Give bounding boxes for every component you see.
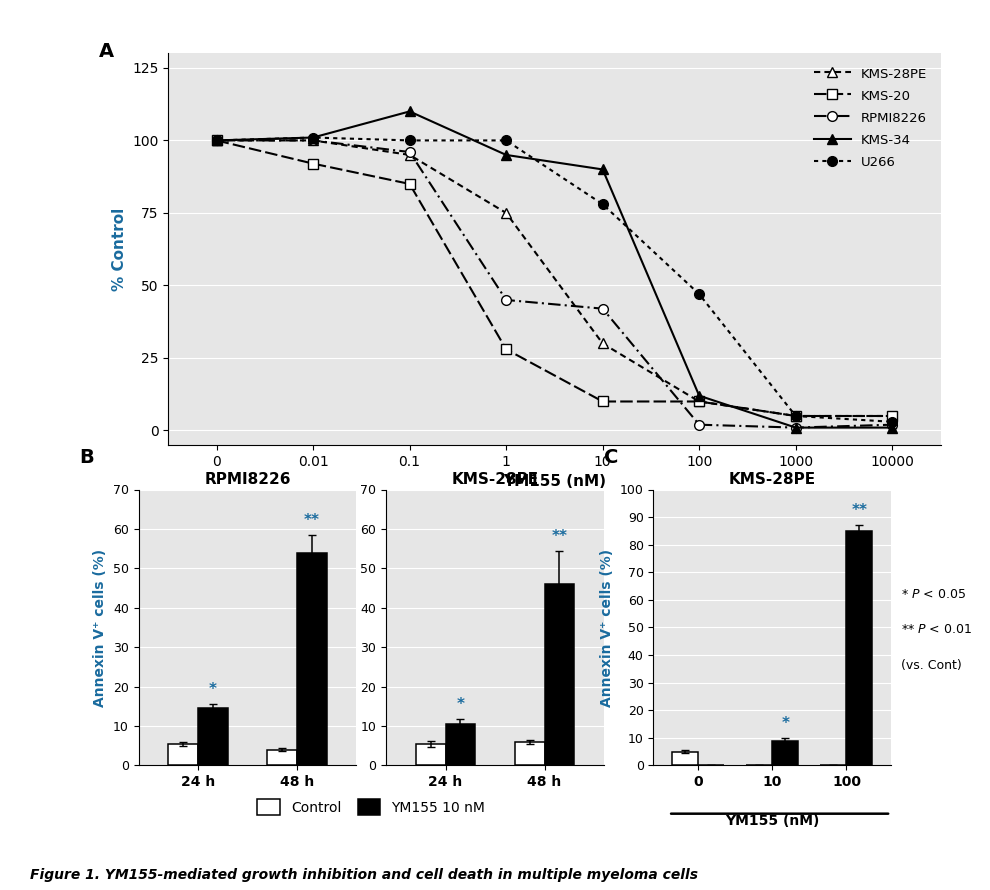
RPMI8226 (404, 147, 416, 158)
Text: C: C (604, 449, 619, 467)
KMS-20 (790, 410, 802, 421)
RPMI8226 (693, 419, 705, 430)
Text: *: * (781, 716, 789, 731)
KMS-20 (211, 135, 223, 146)
U266 (886, 417, 898, 427)
Line: KMS-20: KMS-20 (212, 135, 897, 421)
Text: **: ** (304, 513, 320, 528)
Line: KMS-28PE: KMS-28PE (212, 135, 897, 421)
Legend: Control, YM155 10 nM: Control, YM155 10 nM (251, 794, 491, 821)
Text: A: A (99, 42, 114, 61)
KMS-20 (886, 410, 898, 421)
Bar (168, 744, 198, 765)
Line: RPMI8226: RPMI8226 (212, 135, 897, 433)
Bar (297, 553, 327, 765)
KMS-34 (211, 135, 223, 146)
RPMI8226 (307, 135, 319, 146)
KMS-20 (597, 396, 609, 407)
KMS-20 (693, 396, 705, 407)
Title: RPMI8226: RPMI8226 (204, 472, 291, 487)
RPMI8226 (886, 419, 898, 430)
KMS-28PE (500, 207, 512, 218)
Bar (446, 724, 475, 765)
Text: * $P$ < 0.05: * $P$ < 0.05 (901, 587, 966, 601)
KMS-34 (886, 422, 898, 433)
RPMI8226 (790, 422, 802, 433)
Bar (416, 744, 446, 765)
Bar (198, 708, 228, 765)
Line: KMS-34: KMS-34 (212, 107, 897, 433)
Text: *: * (209, 683, 217, 698)
KMS-34 (500, 150, 512, 160)
U266 (790, 410, 802, 421)
Text: **: ** (851, 504, 867, 519)
Title: KMS-28PE: KMS-28PE (451, 472, 539, 487)
KMS-28PE (404, 150, 416, 160)
U266 (307, 133, 319, 143)
Text: **: ** (551, 529, 567, 544)
KMS-28PE (307, 135, 319, 146)
Bar (515, 741, 545, 765)
Line: U266: U266 (212, 133, 897, 426)
RPMI8226 (211, 135, 223, 146)
Text: Figure 1. YM155-mediated growth inhibition and cell death in multiple myeloma ce: Figure 1. YM155-mediated growth inhibiti… (30, 868, 698, 882)
Bar (846, 530, 872, 765)
KMS-28PE (790, 410, 802, 421)
U266 (211, 135, 223, 146)
U266 (404, 135, 416, 146)
KMS-20 (404, 179, 416, 190)
U266 (693, 289, 705, 300)
Title: KMS-28PE: KMS-28PE (729, 472, 816, 487)
Text: ** $P$ < 0.01: ** $P$ < 0.01 (901, 623, 972, 636)
KMS-34 (790, 422, 802, 433)
Bar (267, 749, 297, 765)
Legend: KMS-28PE, KMS-20, RPMI8226, KMS-34, U266: KMS-28PE, KMS-20, RPMI8226, KMS-34, U266 (807, 60, 934, 176)
Y-axis label: Annexin V⁺ cells (%): Annexin V⁺ cells (%) (600, 548, 614, 707)
KMS-34 (404, 106, 416, 117)
KMS-20 (500, 344, 512, 354)
KMS-28PE (597, 338, 609, 349)
X-axis label: YM155 (nM): YM155 (nM) (503, 474, 606, 490)
Text: *: * (456, 698, 464, 712)
KMS-28PE (693, 396, 705, 407)
Bar (772, 740, 798, 765)
KMS-20 (307, 158, 319, 169)
Text: B: B (79, 449, 94, 467)
Text: (vs. Cont): (vs. Cont) (901, 659, 961, 672)
KMS-28PE (211, 135, 223, 146)
Bar (672, 751, 698, 765)
RPMI8226 (500, 295, 512, 305)
Y-axis label: % Control: % Control (112, 207, 127, 291)
Bar (544, 584, 574, 765)
U266 (597, 198, 609, 209)
KMS-34 (307, 133, 319, 143)
Y-axis label: Annexin V⁺ cells (%): Annexin V⁺ cells (%) (93, 548, 107, 707)
KMS-28PE (886, 410, 898, 421)
KMS-34 (597, 164, 609, 174)
RPMI8226 (597, 303, 609, 314)
KMS-34 (693, 391, 705, 401)
U266 (500, 135, 512, 146)
X-axis label: YM155 (nM): YM155 (nM) (725, 814, 820, 828)
